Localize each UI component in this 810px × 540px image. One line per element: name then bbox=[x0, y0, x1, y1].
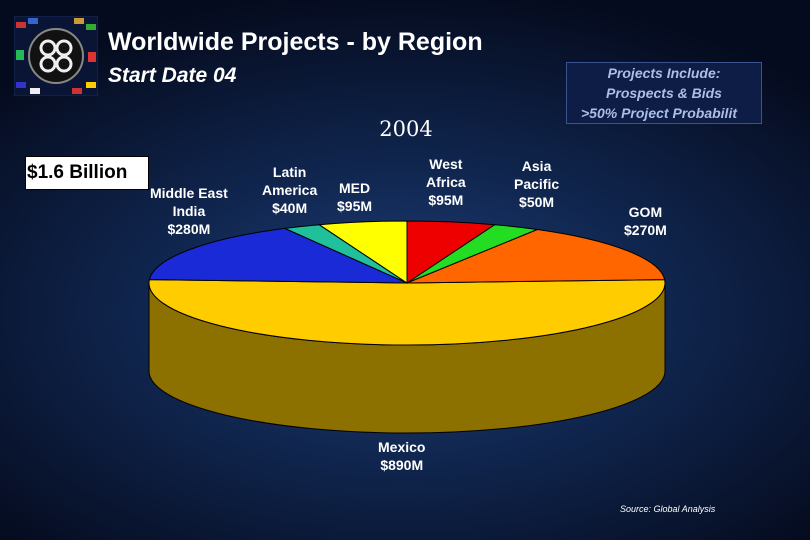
page-subtitle: Start Date 04 bbox=[108, 64, 237, 87]
label-line: $40M bbox=[272, 200, 308, 216]
page-title: Worldwide Projects - by Region bbox=[108, 28, 483, 56]
label-line: $95M bbox=[337, 198, 373, 214]
label-line: Middle East bbox=[150, 185, 228, 201]
label-line: Africa bbox=[426, 174, 466, 190]
note-line: Projects Include: bbox=[607, 65, 721, 81]
label-line: Pacific bbox=[514, 176, 560, 192]
label-line: $280M bbox=[167, 221, 211, 237]
label-line: $270M bbox=[624, 222, 667, 238]
note-line: >50% Project Probabilit bbox=[581, 105, 737, 121]
label-line: West bbox=[429, 156, 463, 172]
label-line: GOM bbox=[628, 204, 663, 220]
source-note: Source: Global Analysis bbox=[620, 504, 716, 514]
label-gom: GOM $270M bbox=[624, 203, 667, 239]
label-line: America bbox=[262, 182, 318, 198]
note-line: Prospects & Bids bbox=[606, 85, 722, 101]
total-value-box: $1.6 Billion bbox=[25, 156, 149, 190]
label-line: India bbox=[172, 203, 206, 219]
company-logo bbox=[14, 16, 98, 96]
chart-title: 2004 bbox=[379, 117, 433, 141]
label-line: Asia bbox=[521, 158, 552, 174]
label-line: $890M bbox=[380, 457, 424, 473]
label-line: $50M bbox=[519, 194, 555, 210]
pie-slice-middle-east-india bbox=[148, 227, 408, 284]
pie-slice-mexico bbox=[148, 279, 666, 346]
label-line: MED bbox=[338, 180, 371, 196]
label-line: Latin bbox=[272, 164, 307, 180]
label-line: Mexico bbox=[378, 439, 426, 455]
label-med: MED $95M bbox=[337, 179, 372, 215]
label-asia-pacific: Asia Pacific $50M bbox=[514, 157, 559, 211]
projects-note-box: Projects Include: Prospects & Bids >50% … bbox=[566, 62, 762, 124]
label-mexico: Mexico $890M bbox=[378, 438, 425, 474]
label-west-africa: West Africa $95M bbox=[426, 155, 466, 209]
label-latin-america: Latin America $40M bbox=[262, 163, 317, 217]
label-line: $95M bbox=[428, 192, 464, 208]
label-middle-east: Middle East India $280M bbox=[150, 184, 228, 238]
pie-slice-gom bbox=[406, 228, 666, 284]
